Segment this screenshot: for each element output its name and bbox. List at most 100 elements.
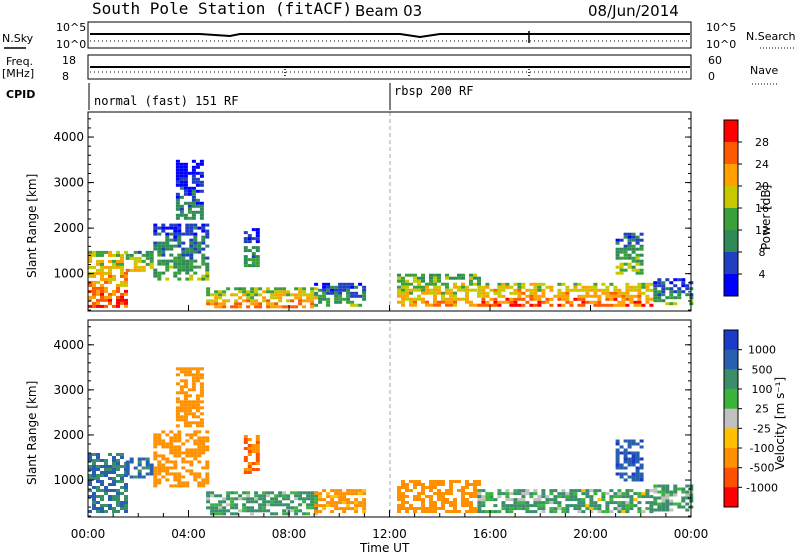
- data-cell: [541, 282, 546, 286]
- data-cell: [593, 507, 598, 511]
- data-cell: [254, 299, 259, 303]
- data-cell: [473, 510, 477, 513]
- data-cell: [397, 285, 401, 289]
- data-cell: [453, 276, 457, 280]
- data-cell: [505, 300, 510, 304]
- data-cell: [116, 489, 120, 492]
- data-cell: [255, 435, 260, 438]
- data-cell: [330, 495, 335, 499]
- data-cell: [441, 495, 445, 498]
- data-cell: [397, 300, 401, 304]
- data-cell: [533, 303, 538, 307]
- data-cell: [177, 235, 182, 239]
- data-cell: [92, 283, 96, 287]
- data-cell: [195, 180, 200, 184]
- data-cell: [141, 475, 146, 479]
- data-cell: [437, 285, 441, 289]
- data-cell: [597, 303, 602, 307]
- data-cell: [465, 501, 469, 504]
- nave-tick-bottom: 0: [708, 70, 715, 83]
- data-cell: [201, 466, 206, 470]
- data-cell: [429, 489, 433, 492]
- data-cell: [104, 265, 108, 269]
- data-cell: [314, 296, 319, 300]
- data-cell: [409, 507, 413, 510]
- data-cell: [665, 278, 670, 282]
- data-cell: [173, 262, 178, 266]
- data-cell: [243, 441, 248, 444]
- data-cell: [104, 468, 108, 471]
- data-cell: [112, 274, 116, 278]
- data-cell: [429, 510, 433, 513]
- data-cell: [193, 250, 198, 254]
- data-cell: [193, 430, 198, 434]
- data-cell: [183, 382, 188, 386]
- data-cell: [255, 468, 260, 471]
- data-cell: [625, 507, 630, 511]
- data-cell: [314, 282, 319, 286]
- data-cell: [322, 282, 327, 286]
- data-cell: [124, 504, 128, 507]
- data-cell: [255, 231, 260, 235]
- data-cell: [254, 302, 259, 306]
- data-cell: [465, 510, 469, 513]
- data-cell: [161, 454, 166, 458]
- data-cell: [230, 500, 235, 504]
- data-cell: [92, 253, 96, 257]
- data-cell: [685, 287, 690, 291]
- data-cell: [601, 291, 606, 295]
- data-cell: [238, 296, 243, 300]
- data-cell: [169, 259, 174, 263]
- data-cell: [649, 495, 654, 499]
- data-cell: [165, 235, 170, 239]
- data-cell: [362, 489, 367, 493]
- data-cell: [104, 492, 108, 495]
- data-cell: [354, 303, 359, 307]
- data-cell: [569, 504, 574, 508]
- data-cell: [601, 498, 606, 502]
- data-cell: [250, 302, 255, 306]
- data-cell: [653, 502, 658, 506]
- data-cell: [425, 285, 429, 289]
- data-cell: [243, 249, 248, 253]
- data-cell: [615, 238, 620, 242]
- data-cell: [338, 495, 343, 499]
- data-cell: [112, 459, 116, 462]
- data-cell: [193, 235, 198, 239]
- data-cell: [177, 253, 182, 257]
- data-cell: [222, 497, 227, 501]
- data-cell: [334, 507, 339, 511]
- data-cell: [88, 474, 92, 477]
- data-cell: [619, 256, 624, 260]
- data-cell: [401, 279, 405, 283]
- data-cell: [627, 445, 632, 449]
- data-cell: [342, 507, 347, 511]
- data-cell: [157, 226, 162, 230]
- data-cell: [92, 468, 96, 471]
- data-cell: [157, 478, 162, 482]
- data-cell: [565, 510, 570, 514]
- data-cell: [593, 300, 598, 304]
- data-cell: [206, 494, 211, 498]
- data-cell: [175, 415, 180, 419]
- data-cell: [175, 183, 180, 187]
- data-cell: [169, 448, 174, 452]
- data-cell: [108, 471, 112, 474]
- data-cell: [177, 472, 182, 476]
- data-cell: [251, 447, 256, 450]
- data-cell: [635, 262, 640, 266]
- data-cell: [621, 294, 626, 298]
- data-cell: [449, 297, 453, 301]
- data-cell: [649, 288, 654, 292]
- data-cell: [334, 285, 339, 289]
- data-cell: [199, 216, 204, 220]
- data-cell: [104, 298, 108, 302]
- data-cell: [401, 480, 405, 483]
- data-cell: [517, 288, 522, 292]
- data-cell: [270, 503, 275, 507]
- data-cell: [334, 495, 339, 499]
- data-cell: [322, 498, 327, 502]
- data-cell: [421, 279, 425, 283]
- data-cell: [358, 492, 363, 496]
- ytick-label: 2000: [53, 428, 84, 442]
